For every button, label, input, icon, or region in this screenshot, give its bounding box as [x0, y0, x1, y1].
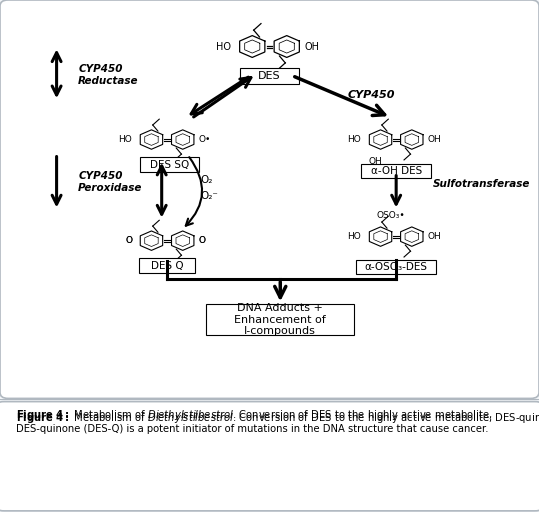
Text: OH: OH [305, 41, 320, 52]
FancyBboxPatch shape [206, 304, 354, 335]
Text: O•: O• [199, 135, 211, 144]
FancyBboxPatch shape [0, 0, 539, 398]
Text: HO: HO [216, 41, 231, 52]
Text: OH: OH [428, 232, 442, 241]
Text: DES SQ: DES SQ [150, 160, 189, 169]
Text: O: O [125, 236, 132, 245]
Text: CYP450
Peroxidase: CYP450 Peroxidase [78, 171, 142, 193]
Text: O₂⁻: O₂⁻ [201, 191, 218, 201]
Text: HO: HO [118, 135, 132, 144]
FancyBboxPatch shape [356, 260, 437, 274]
Text: $\bf{Figure\ 4:}$ Metabolism of $\it{Diethylstilbestrol}$. Conversion of DES to : $\bf{Figure\ 4:}$ Metabolism of $\it{Die… [16, 411, 539, 424]
Text: HO: HO [347, 232, 361, 241]
Text: DES: DES [258, 71, 281, 80]
Text: HO: HO [347, 135, 361, 144]
Text: OH: OH [428, 135, 442, 144]
Text: α-OH DES: α-OH DES [370, 166, 422, 176]
Text: DES Q: DES Q [151, 261, 183, 271]
FancyBboxPatch shape [362, 164, 431, 178]
Text: OSO₃•: OSO₃• [376, 210, 405, 220]
Text: OH: OH [368, 157, 382, 165]
Text: O₂: O₂ [201, 175, 213, 185]
Text: O: O [125, 236, 132, 245]
Text: CYP450: CYP450 [348, 90, 395, 100]
FancyBboxPatch shape [240, 68, 299, 84]
FancyBboxPatch shape [0, 401, 539, 511]
Text: $\bf{Figure\ 4:}$ Metabolism of $\it{Diethylstilbestrol}$. Conversion of DES to : $\bf{Figure\ 4:}$ Metabolism of $\it{Die… [16, 409, 493, 434]
Text: O: O [199, 236, 206, 245]
FancyBboxPatch shape [139, 259, 195, 273]
Text: Sulfotransferase: Sulfotransferase [433, 179, 530, 189]
Text: CYP450
Reductase: CYP450 Reductase [78, 64, 139, 86]
Text: α-OSO₃-DES: α-OSO₃-DES [365, 262, 427, 272]
FancyBboxPatch shape [140, 157, 199, 172]
Text: O: O [199, 236, 206, 245]
Text: DNA Adducts +
Enhancement of
I-compounds: DNA Adducts + Enhancement of I-compounds [234, 303, 326, 336]
